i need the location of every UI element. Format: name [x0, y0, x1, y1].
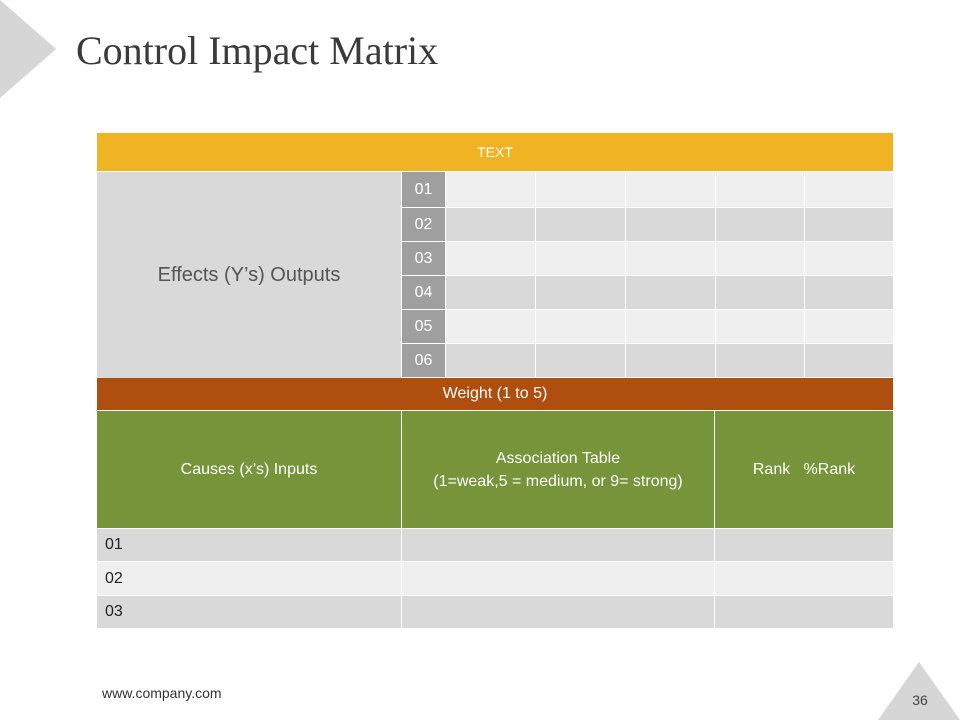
rank-header: Rank %Rank [715, 411, 893, 528]
effect-cell [536, 344, 625, 377]
slide-title: Control Impact Matrix [76, 28, 439, 73]
effect-cell [446, 242, 535, 275]
effect-cell [446, 310, 535, 343]
footer-url: www.company.com [102, 685, 222, 701]
cause-row-label: 02 [97, 562, 401, 595]
effect-cell [536, 242, 625, 275]
cause-rank-cell [715, 562, 893, 595]
cause-rank-cell [715, 596, 893, 628]
effect-cell [446, 344, 535, 377]
rank-label: Rank %Rank [752, 460, 856, 478]
cause-association-cell [402, 529, 714, 561]
weight-label: Weight (1 to 5) [442, 385, 548, 402]
text-header-label: TEXT [477, 144, 513, 160]
effect-cell [805, 344, 893, 377]
cause-rank-cell [715, 529, 893, 561]
effect-cell [536, 172, 625, 207]
effect-row-number: 05 [402, 310, 445, 343]
weight-bar: Weight (1 to 5) [97, 378, 893, 410]
effect-cell [805, 276, 893, 309]
effect-cell [716, 344, 804, 377]
effect-cell [536, 276, 625, 309]
effect-cell [626, 310, 715, 343]
effect-cell [805, 310, 893, 343]
effect-cell [446, 172, 535, 207]
effects-outputs-label-cell: Effects (Y’s) Outputs [97, 172, 401, 378]
effect-cell [536, 208, 625, 241]
effect-cell [716, 172, 804, 207]
effect-cell [716, 310, 804, 343]
effect-cell [446, 208, 535, 241]
corner-triangle-decoration-bottom [878, 662, 960, 720]
cause-association-cell [402, 562, 714, 595]
cause-association-cell [402, 596, 714, 628]
effect-cell [536, 310, 625, 343]
effect-cell [716, 242, 804, 275]
page-number: 36 [912, 692, 928, 708]
effect-row-number: 03 [402, 242, 445, 275]
text-header-bar: TEXT [97, 133, 893, 171]
effect-cell [626, 208, 715, 241]
causes-inputs-label: Causes (x’s) Inputs [180, 460, 318, 478]
association-table-header: Association Table (1=weak,5 = medium, or… [402, 411, 714, 528]
causes-inputs-header: Causes (x’s) Inputs [97, 411, 401, 528]
association-scale: (1=weak,5 = medium, or 9= strong) [433, 472, 683, 490]
corner-triangle-decoration [0, 0, 56, 98]
effects-outputs-label: Effects (Y’s) Outputs [157, 263, 341, 286]
effect-cell [626, 276, 715, 309]
cause-row-label: 01 [97, 529, 401, 561]
effect-cell [716, 208, 804, 241]
effect-row-number: 02 [402, 208, 445, 241]
cause-row-label: 03 [97, 596, 401, 628]
effect-row-number: 04 [402, 276, 445, 309]
effect-row-number: 01 [402, 172, 445, 207]
effect-cell [626, 172, 715, 207]
effect-row-number: 06 [402, 344, 445, 377]
effect-cell [626, 344, 715, 377]
effect-cell [805, 208, 893, 241]
effect-cell [446, 276, 535, 309]
effect-cell [805, 172, 893, 207]
association-title: Association Table [495, 449, 621, 467]
effect-cell [805, 242, 893, 275]
effect-cell [626, 242, 715, 275]
effect-cell [716, 276, 804, 309]
